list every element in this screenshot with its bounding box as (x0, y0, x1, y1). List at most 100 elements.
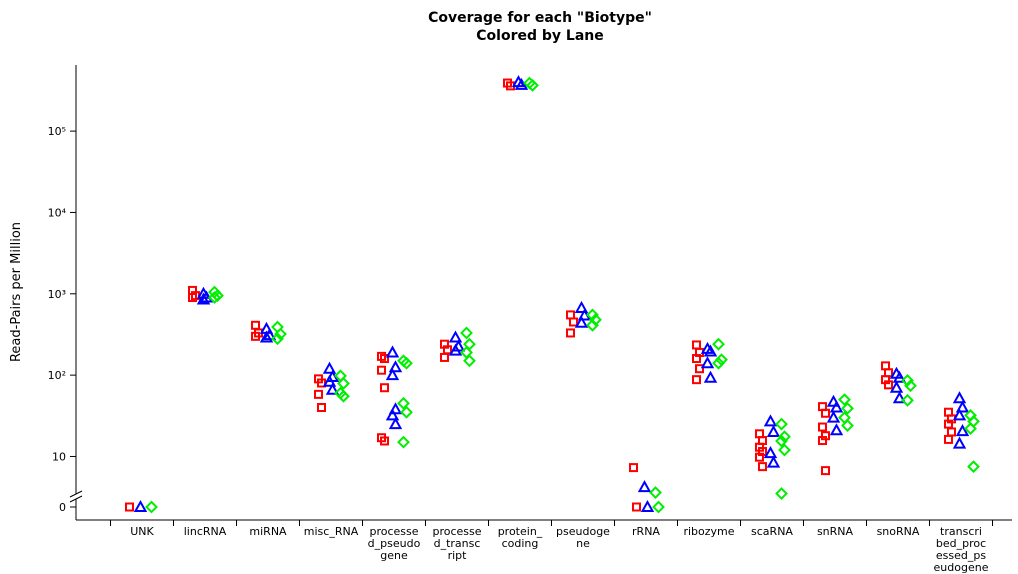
point (317, 403, 326, 413)
x-tick-label: processe d_pseudo gene (368, 525, 421, 562)
point (380, 383, 389, 393)
point (388, 417, 403, 430)
point (566, 328, 575, 338)
point (397, 435, 410, 449)
point (388, 402, 403, 415)
point (400, 356, 413, 370)
point (892, 370, 907, 383)
point (448, 330, 463, 343)
point (884, 380, 893, 390)
point (377, 365, 386, 375)
point (133, 499, 148, 512)
point (892, 391, 907, 404)
y-tick-label: 0 (59, 501, 66, 514)
x-tick-label: scaRNA (751, 525, 793, 538)
point (322, 374, 337, 387)
point (712, 337, 725, 351)
point (440, 352, 449, 362)
x-tick-label: processe d_transc ript (432, 525, 481, 562)
point (889, 380, 904, 393)
point (337, 377, 350, 390)
point (955, 400, 970, 413)
point (692, 340, 701, 350)
x-tick-label: rRNA (632, 525, 660, 538)
x-tick-label: lincRNA (184, 525, 227, 538)
point (766, 424, 781, 437)
point (818, 436, 827, 446)
point (758, 462, 767, 472)
y-tick-label: 10 (52, 450, 66, 463)
point (952, 436, 967, 449)
point (826, 410, 841, 423)
point (629, 463, 638, 473)
point (632, 502, 641, 512)
point (838, 393, 851, 407)
point (695, 364, 704, 374)
point (385, 345, 400, 358)
point (145, 500, 158, 514)
point (322, 361, 337, 374)
x-tick-label: UNK (130, 525, 154, 538)
x-tick-label: snoRNA (877, 525, 920, 538)
point (637, 480, 652, 493)
point (259, 330, 274, 343)
point (703, 370, 718, 383)
point (763, 414, 778, 427)
point (188, 293, 197, 303)
point (821, 466, 830, 476)
point (967, 460, 980, 474)
point (397, 396, 410, 410)
point (901, 393, 914, 407)
y-tick-label: 10³ (48, 288, 66, 301)
point (775, 487, 788, 500)
point (775, 417, 788, 431)
y-tick-label: 10⁵ (48, 125, 66, 138)
y-axis-label: Read-Pairs per Million (9, 222, 24, 362)
chart-subtitle: Colored by Lane (476, 28, 603, 44)
point (400, 405, 413, 419)
x-tick-label: protein_ coding (498, 525, 543, 550)
point (251, 320, 260, 330)
point (703, 344, 718, 357)
point (385, 368, 400, 381)
point (463, 354, 476, 368)
point (589, 313, 602, 327)
point (766, 455, 781, 468)
y-tick-label: 10² (48, 369, 66, 382)
point (448, 343, 463, 356)
axis-break (69, 490, 83, 498)
point (274, 327, 287, 341)
point (380, 436, 389, 446)
point (314, 389, 323, 399)
point (952, 408, 967, 421)
point (526, 78, 539, 92)
point (947, 427, 956, 437)
x-tick-label: pseudoge ne (556, 525, 610, 550)
point (325, 382, 340, 395)
x-tick-label: miRNA (249, 525, 287, 538)
point (818, 422, 827, 432)
point (271, 332, 284, 346)
point (196, 292, 211, 305)
point (569, 317, 578, 327)
point (755, 452, 764, 462)
point (208, 291, 221, 304)
point (841, 401, 854, 415)
point (125, 502, 134, 512)
point (640, 499, 655, 512)
point (574, 300, 589, 313)
point (385, 408, 400, 421)
point (952, 391, 967, 404)
point (829, 400, 844, 413)
point (964, 422, 977, 436)
x-tick-label: transcri bed_proc essed_ps eudogene (934, 525, 989, 574)
point (700, 356, 715, 369)
point (251, 331, 260, 341)
point (692, 354, 701, 364)
x-tick-label: snRNA (817, 525, 854, 538)
point (380, 354, 389, 364)
point (337, 389, 350, 403)
x-tick-label: ribozyme (683, 525, 734, 538)
point (692, 375, 701, 385)
